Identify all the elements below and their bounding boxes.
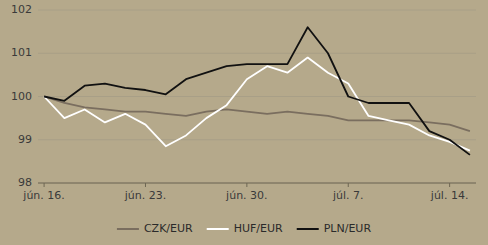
y-tick-label: 99 <box>18 133 32 146</box>
x-tick-label: júl. 7. <box>332 189 364 202</box>
chart: 98 99 100 101 102 jún. 16. jún. 23. jún. 30. júl… <box>0 0 488 245</box>
x-tick-label: júl. 14. <box>430 189 469 202</box>
legend-swatch <box>297 228 319 230</box>
x-axis-line <box>38 183 476 184</box>
series-line <box>44 58 470 151</box>
grid-line <box>38 139 476 140</box>
background <box>0 0 488 245</box>
x-tick <box>145 183 146 187</box>
legend-swatch <box>207 228 229 230</box>
series-line <box>44 97 470 132</box>
x-tick <box>246 183 247 187</box>
y-tick-label: 101 <box>11 46 32 59</box>
y-tick-label: 100 <box>11 90 32 103</box>
x-tick-label: jún. 23. <box>124 189 167 202</box>
x-tick <box>348 183 349 187</box>
y-tick-label: 102 <box>11 3 32 16</box>
x-tick-label: jún. 30. <box>225 189 268 202</box>
lines <box>44 27 470 155</box>
legend: CZK/EUR HUF/EUR PLN/EUR <box>117 222 371 235</box>
series-line <box>44 27 470 155</box>
x-tick <box>449 183 450 187</box>
grid-line <box>38 96 476 97</box>
legend-label: CZK/EUR <box>144 222 193 235</box>
x-tick-label: jún. 16. <box>22 189 65 202</box>
legend-swatch <box>117 228 139 230</box>
grid-line <box>38 183 476 184</box>
grid-line <box>38 10 476 11</box>
y-tick-label: 98 <box>18 176 32 189</box>
grid-line <box>38 53 476 54</box>
x-tick <box>44 183 45 187</box>
legend-label: PLN/EUR <box>324 222 372 235</box>
legend-label: HUF/EUR <box>234 222 283 235</box>
